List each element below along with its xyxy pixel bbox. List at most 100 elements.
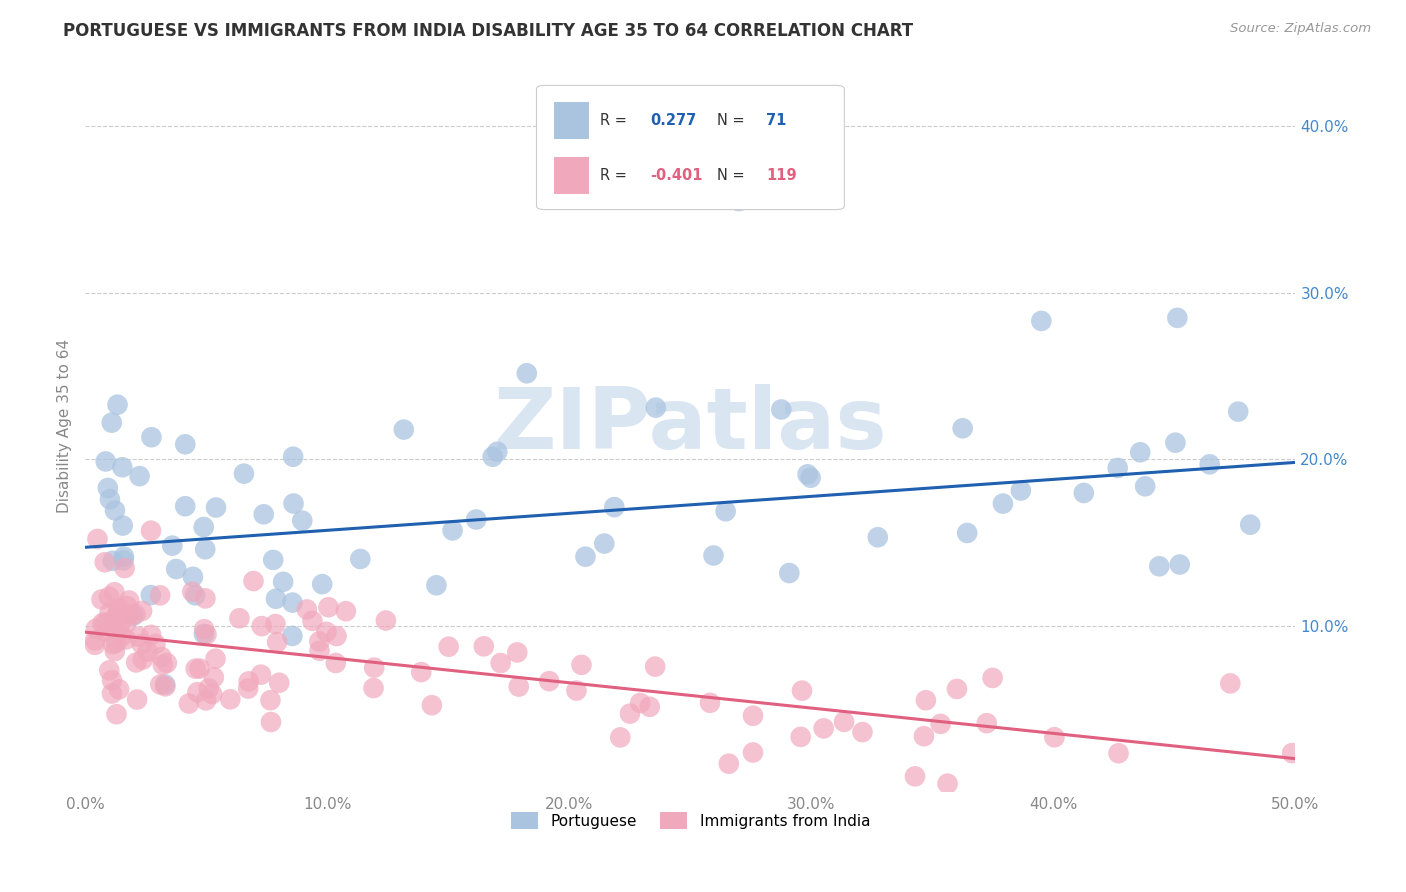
Point: [101, 687, 124, 701]
Point: [363, 681, 385, 695]
Point: [98, 664, 121, 678]
Point: [702, 549, 724, 563]
Point: [866, 530, 889, 544]
Point: [946, 681, 969, 696]
Point: [98, 606, 121, 620]
Point: [800, 471, 823, 485]
Point: [93, 555, 115, 569]
Point: [952, 421, 974, 435]
Point: [411, 665, 433, 679]
Point: [593, 536, 616, 550]
Point: [1073, 486, 1095, 500]
Point: [115, 599, 138, 613]
Point: [603, 500, 626, 514]
Point: [202, 670, 225, 684]
Point: [177, 697, 200, 711]
Point: [778, 566, 800, 580]
Point: [132, 652, 155, 666]
Point: [238, 674, 260, 689]
Point: [238, 681, 260, 696]
Point: [107, 398, 129, 412]
Point: [205, 500, 228, 515]
Point: [122, 608, 145, 623]
Point: [91, 616, 114, 631]
Point: [789, 730, 811, 744]
Point: [114, 561, 136, 575]
Point: [104, 503, 127, 517]
Point: [145, 637, 167, 651]
Point: [1239, 517, 1261, 532]
Point: [936, 777, 959, 791]
Point: [201, 687, 224, 701]
Point: [124, 607, 146, 621]
Point: [111, 629, 134, 643]
Point: [956, 526, 979, 541]
Point: [112, 553, 135, 567]
Text: ZIPatlas: ZIPatlas: [494, 384, 887, 467]
Point: [915, 693, 938, 707]
Point: [437, 640, 460, 654]
Text: Source: ZipAtlas.com: Source: ZipAtlas.com: [1230, 22, 1371, 36]
Point: [283, 496, 305, 510]
Point: [131, 604, 153, 618]
Point: [100, 416, 122, 430]
Point: [94, 624, 117, 639]
Point: [281, 450, 304, 464]
Point: [103, 619, 125, 633]
Point: [219, 692, 242, 706]
Point: [264, 617, 287, 632]
Point: [193, 627, 215, 641]
Y-axis label: Disability Age 35 to 64: Disability Age 35 to 64: [58, 339, 72, 513]
Point: [481, 450, 503, 464]
Point: [260, 714, 283, 729]
Point: [115, 616, 138, 631]
Point: [103, 612, 125, 626]
Point: [619, 706, 641, 721]
Point: [770, 402, 793, 417]
Point: [194, 591, 217, 606]
Point: [1107, 461, 1129, 475]
Point: [162, 539, 184, 553]
Point: [929, 717, 952, 731]
Point: [139, 628, 162, 642]
Point: [242, 574, 264, 588]
Point: [101, 554, 124, 568]
Point: [714, 504, 737, 518]
Point: [118, 608, 141, 623]
Point: [508, 680, 530, 694]
Text: PORTUGUESE VS IMMIGRANTS FROM INDIA DISABILITY AGE 35 TO 64 CORRELATION CHART: PORTUGUESE VS IMMIGRANTS FROM INDIA DISA…: [63, 22, 914, 40]
Point: [174, 437, 197, 451]
Point: [262, 553, 284, 567]
Point: [111, 460, 134, 475]
Point: [103, 585, 125, 599]
Point: [1219, 676, 1241, 690]
Point: [264, 591, 287, 606]
Point: [574, 549, 596, 564]
Point: [308, 634, 330, 648]
Point: [105, 636, 128, 650]
Point: [107, 606, 129, 620]
Point: [186, 685, 208, 699]
Point: [465, 512, 488, 526]
Point: [472, 640, 495, 654]
Point: [638, 699, 661, 714]
Point: [425, 578, 447, 592]
Point: [981, 671, 1004, 685]
Point: [727, 194, 749, 208]
Point: [193, 622, 215, 636]
Point: [184, 662, 207, 676]
Point: [149, 588, 172, 602]
Point: [790, 683, 813, 698]
Point: [98, 492, 121, 507]
Point: [742, 708, 765, 723]
Point: [125, 656, 148, 670]
Point: [198, 681, 221, 696]
Point: [717, 756, 740, 771]
Point: [325, 629, 347, 643]
Point: [253, 508, 276, 522]
Point: [112, 549, 135, 564]
Point: [1010, 483, 1032, 498]
Point: [565, 683, 588, 698]
Point: [115, 632, 138, 647]
Point: [1164, 435, 1187, 450]
